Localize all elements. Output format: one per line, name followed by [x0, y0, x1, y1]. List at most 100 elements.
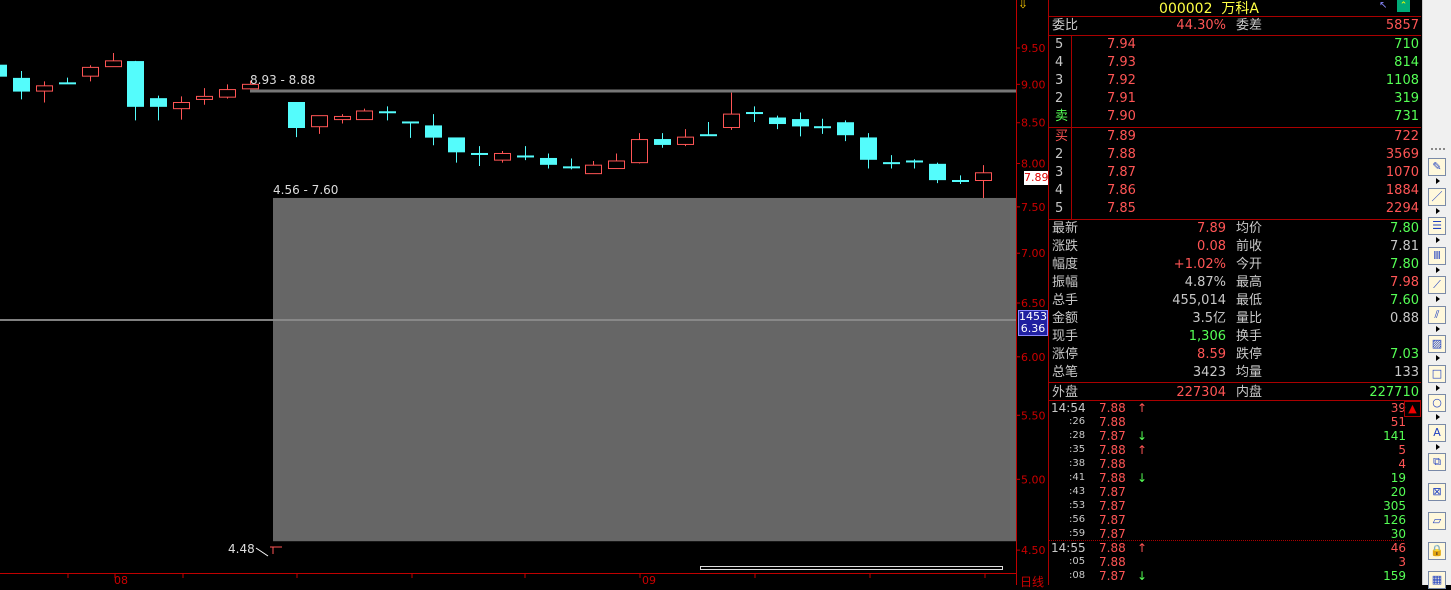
text-icon[interactable]: A [1428, 423, 1446, 442]
candle[interactable] [837, 120, 854, 142]
candle[interactable] [196, 88, 213, 105]
expand-arrow-icon[interactable] [1436, 207, 1440, 214]
candle[interactable] [494, 151, 511, 163]
candle-body [723, 113, 740, 129]
expand-arrow-icon[interactable] [1436, 178, 1440, 184]
candle[interactable] [608, 153, 625, 170]
stat-label: 量比 [1236, 311, 1263, 326]
candle[interactable] [334, 114, 351, 124]
candle[interactable] [288, 101, 305, 138]
copy-icon[interactable]: ⧉ [1428, 453, 1446, 471]
candle[interactable] [36, 81, 53, 103]
candle[interactable] [814, 118, 831, 134]
lock-icon[interactable]: 🔒 [1428, 541, 1446, 560]
candle[interactable] [860, 133, 877, 169]
palette-icon[interactable]: ▦ [1428, 571, 1446, 589]
expand-arrow-icon[interactable] [1436, 325, 1440, 332]
candle[interactable] [219, 84, 236, 99]
candle[interactable] [906, 159, 923, 169]
candle[interactable] [379, 106, 396, 121]
fan-icon[interactable]: ⟋ [1428, 276, 1446, 294]
kline-chart[interactable]: 9.50 9.00 8.50 8.00 7.50 7.00 6.50 6.00 5.50 5.00… [0, 0, 1049, 589]
candle[interactable] [746, 106, 763, 122]
delete-icon[interactable]: ⊠ [1428, 482, 1446, 501]
kline-svg[interactable]: 9.50 9.00 8.50 8.00 7.50 7.00 6.50 6.00 5.50 5.00… [0, 0, 1048, 585]
level: 2 [1055, 147, 1064, 162]
line-icon[interactable]: ／ [1428, 187, 1446, 206]
expand-arrow-icon[interactable] [1436, 237, 1440, 243]
candle[interactable] [975, 165, 992, 198]
candle-body [540, 157, 557, 165]
expand-arrow-icon[interactable] [1436, 355, 1440, 361]
candle[interactable] [769, 115, 786, 130]
candle[interactable] [563, 158, 580, 170]
candle[interactable] [59, 77, 76, 85]
candle[interactable] [540, 153, 557, 169]
cursor-tool-icon[interactable]: ↖ [1379, 0, 1388, 11]
rectangle-icon[interactable]: □ [1428, 364, 1446, 383]
scrollbar[interactable] [700, 566, 1003, 570]
parallel-lines-icon[interactable]: ⫽ [1428, 305, 1446, 324]
expand-arrow-icon[interactable] [1436, 384, 1440, 391]
weibi-label: 委比 [1052, 18, 1079, 33]
candle[interactable] [402, 121, 419, 138]
candle[interactable] [127, 60, 144, 121]
candle[interactable] [150, 95, 167, 121]
candle[interactable] [723, 92, 740, 130]
price: 7.89 [1107, 129, 1136, 144]
volume: 731 [1394, 109, 1419, 124]
candle[interactable] [242, 80, 259, 90]
period-label[interactable]: 日线 [1020, 575, 1045, 589]
candle[interactable] [585, 160, 602, 175]
collapse-icon[interactable]: ⌃ [1397, 0, 1410, 12]
arrow-down-icon[interactable]: ⇩ [1018, 0, 1029, 11]
scroll-up-button[interactable]: ▲ [1404, 401, 1421, 417]
candle[interactable] [448, 137, 465, 163]
expand-arrow-icon[interactable] [1436, 443, 1440, 450]
tick-price: 7.88 [1099, 443, 1126, 457]
buy-row: 2 7.88 3569 [1049, 146, 1421, 164]
expand-arrow-icon[interactable] [1436, 266, 1440, 273]
circle-icon[interactable]: ○ [1428, 394, 1446, 412]
candle-body [82, 66, 99, 77]
candle[interactable] [425, 114, 442, 146]
fibonacci-icon[interactable]: ▨ [1428, 335, 1446, 353]
candle[interactable] [356, 108, 373, 121]
candle-body [929, 163, 946, 181]
candle[interactable] [654, 133, 671, 148]
candle[interactable] [700, 121, 717, 137]
candle[interactable] [82, 65, 99, 82]
candle[interactable] [883, 155, 900, 169]
candle[interactable] [105, 52, 122, 68]
tick-row: :28 7.87 ↓ 141 [1049, 429, 1409, 443]
candle-body [792, 119, 809, 127]
candle[interactable] [517, 146, 534, 161]
candle[interactable] [0, 64, 7, 77]
pen-draw-icon[interactable]: ✎ [1428, 158, 1446, 176]
candle[interactable] [631, 133, 648, 164]
candle[interactable] [929, 162, 946, 184]
tick-price: 7.88 [1099, 541, 1126, 555]
candle-body [860, 137, 877, 160]
volume: 319 [1394, 91, 1419, 106]
expand-arrow-icon[interactable] [1436, 414, 1440, 420]
candle[interactable] [471, 146, 488, 167]
price: 7.91 [1107, 91, 1136, 106]
candle[interactable] [792, 112, 809, 137]
candle[interactable] [173, 96, 190, 120]
candle-body [654, 139, 671, 145]
eraser-icon[interactable]: ▱ [1428, 512, 1446, 530]
candle-body [883, 162, 900, 165]
volume: 710 [1394, 37, 1419, 52]
price: 7.90 [1107, 109, 1136, 124]
quote-panel: 000002 万科A ↖ ⌃ 委比 44.30% 委差 5857 5 7.94 71… [1048, 0, 1422, 585]
text-list-icon[interactable]: ☰ [1428, 217, 1446, 235]
candle[interactable] [677, 129, 694, 147]
candle[interactable] [13, 71, 30, 100]
level: 4 [1055, 55, 1064, 70]
stat-label: 现手 [1052, 329, 1079, 344]
vertical-lines-icon[interactable]: Ⅲ [1428, 246, 1446, 265]
candle[interactable] [311, 115, 328, 134]
candle[interactable] [952, 175, 969, 184]
expand-arrow-icon[interactable] [1436, 296, 1440, 302]
